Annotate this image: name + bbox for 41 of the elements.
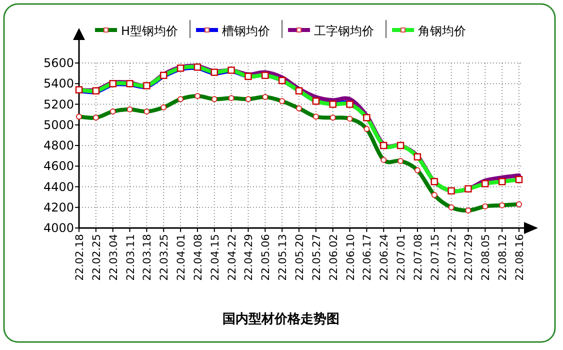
- x-tick-label: 22.02.18: [74, 234, 86, 281]
- x-tick-label: 22.05.27: [310, 234, 323, 281]
- x-tick-label: 22.03.18: [142, 234, 154, 281]
- x-tick-label: 22.04.22: [226, 234, 238, 281]
- x-tick-label: 22.04.15: [209, 234, 222, 281]
- text: 国内型材价格走势图: [222, 311, 340, 327]
- x-tick-label: 22.06.02: [328, 234, 340, 281]
- x-tick-label: 22.07.29: [463, 234, 476, 281]
- x-tick-label: 22.08.16: [514, 234, 526, 281]
- x-tick-label: 22.08.05: [480, 234, 492, 281]
- legend-label: H型钢均价: [121, 24, 178, 38]
- legend-label: 工字钢均价: [314, 24, 374, 38]
- x-tick-label: 22.03.11: [124, 234, 137, 281]
- y-tick-label: 5000: [43, 118, 74, 132]
- x-tick-label: 22.04.08: [192, 234, 204, 281]
- y-tick-label: 5600: [43, 56, 74, 70]
- legend-label: 槽钢均价: [222, 24, 270, 38]
- x-tick-label: 22.04.29: [243, 234, 256, 281]
- x-tick-label: 22.07.22: [446, 234, 458, 281]
- x-tick-label: 22.06.24: [378, 234, 391, 281]
- legend-label: 角钢均价: [418, 24, 466, 38]
- x-tick-label: 22.06.17: [362, 234, 374, 281]
- x-tick-label: 22.03.25: [158, 234, 171, 281]
- y-tick-label: 4800: [43, 138, 74, 152]
- x-tick-label: 22.06.10: [344, 234, 357, 281]
- x-tick-label: 22.07.01: [396, 234, 408, 281]
- x-tick-label: 22.04.01: [176, 234, 188, 281]
- y-tick-label: 4600: [43, 159, 74, 174]
- x-tick-label: 22.08.12: [497, 234, 510, 281]
- x-tick-label: 22.05.06: [260, 234, 272, 281]
- x-tick-label: 22.02.25: [90, 234, 103, 281]
- x-tick-label: 22.07.15: [429, 234, 442, 281]
- x-tick-label: 22.07.08: [412, 234, 424, 281]
- y-tick-label: 5400: [43, 76, 74, 91]
- y-tick-label: 4400: [43, 180, 74, 194]
- y-tick-label: 4200: [43, 200, 74, 214]
- x-tick-label: 22.05.20: [294, 234, 306, 281]
- y-tick-label: 5200: [43, 97, 74, 112]
- x-tick-label: 22.03.04: [108, 234, 120, 281]
- y-tick-label: 4000: [43, 221, 74, 235]
- x-tick-label: 22.05.13: [277, 234, 290, 281]
